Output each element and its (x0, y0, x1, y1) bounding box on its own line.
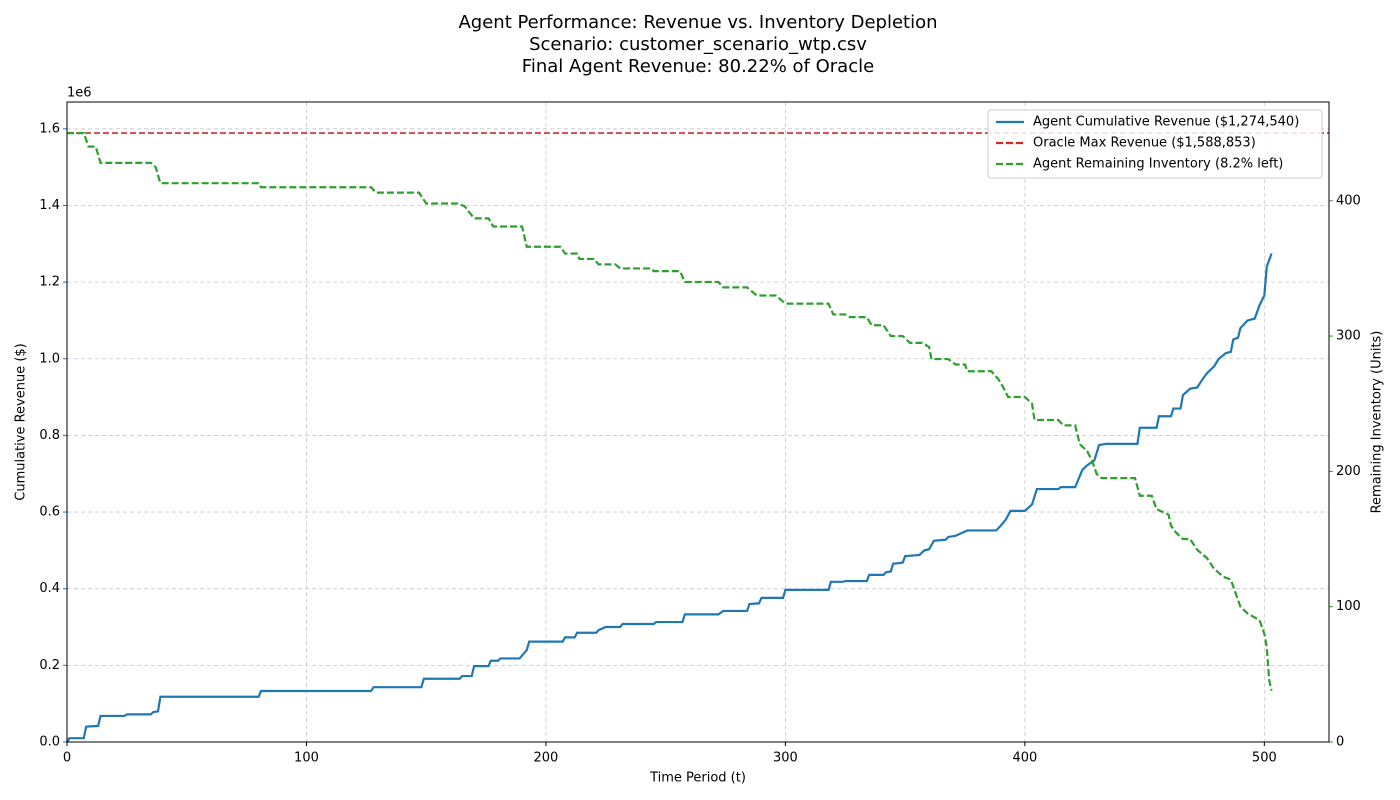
y-tick-label: 0.8 (39, 428, 60, 443)
y-tick-label: 0.4 (39, 581, 60, 596)
y2-tick-label: 300 (1336, 329, 1361, 344)
x-tick-label: 100 (294, 751, 319, 766)
y2-axis-label: Remaining Inventory (Units) (1370, 331, 1385, 514)
chart-subtitle: Final Agent Revenue: 80.22% of Oracle (522, 56, 874, 77)
data-line (66, 253, 1273, 743)
y2-tick-label: 200 (1336, 464, 1361, 479)
chart-subtitle: Scenario: customer_scenario_wtp.csv (529, 34, 867, 55)
x-tick-label: 300 (773, 751, 798, 766)
y-tick-label: 1.4 (39, 198, 60, 213)
x-tick-label: 400 (1012, 751, 1037, 766)
legend-label: Agent Cumulative Revenue ($1,274,540) (1033, 115, 1299, 130)
legend-label: Agent Remaining Inventory (8.2% left) (1033, 157, 1283, 172)
legend-label: Oracle Max Revenue ($1,588,853) (1033, 136, 1256, 151)
data-line (67, 132, 1273, 691)
y-tick-label: 1.0 (39, 351, 60, 366)
y-tick-label: 0.0 (39, 735, 60, 750)
y2-tick-label: 100 (1336, 599, 1361, 614)
y-axis-label: Cumulative Revenue ($) (14, 343, 29, 501)
y-tick-label: 1.6 (39, 121, 60, 136)
legend-box (987, 109, 1323, 179)
y-tick-label: 1.2 (39, 275, 60, 290)
x-tick-label: 200 (534, 751, 559, 766)
x-tick-label: 0 (63, 751, 71, 766)
y2-tick-label: 0 (1336, 735, 1344, 750)
x-axis-label: Time Period (t) (649, 771, 746, 786)
chart-title: Agent Performance: Revenue vs. Inventory… (458, 12, 937, 33)
y-tick-label: 0.2 (39, 658, 60, 673)
plot-frame (66, 101, 1330, 743)
y-offset-label: 1e6 (67, 86, 92, 101)
y2-tick-label: 400 (1336, 193, 1361, 208)
y-tick-label: 0.6 (39, 505, 60, 520)
x-tick-label: 500 (1252, 751, 1277, 766)
